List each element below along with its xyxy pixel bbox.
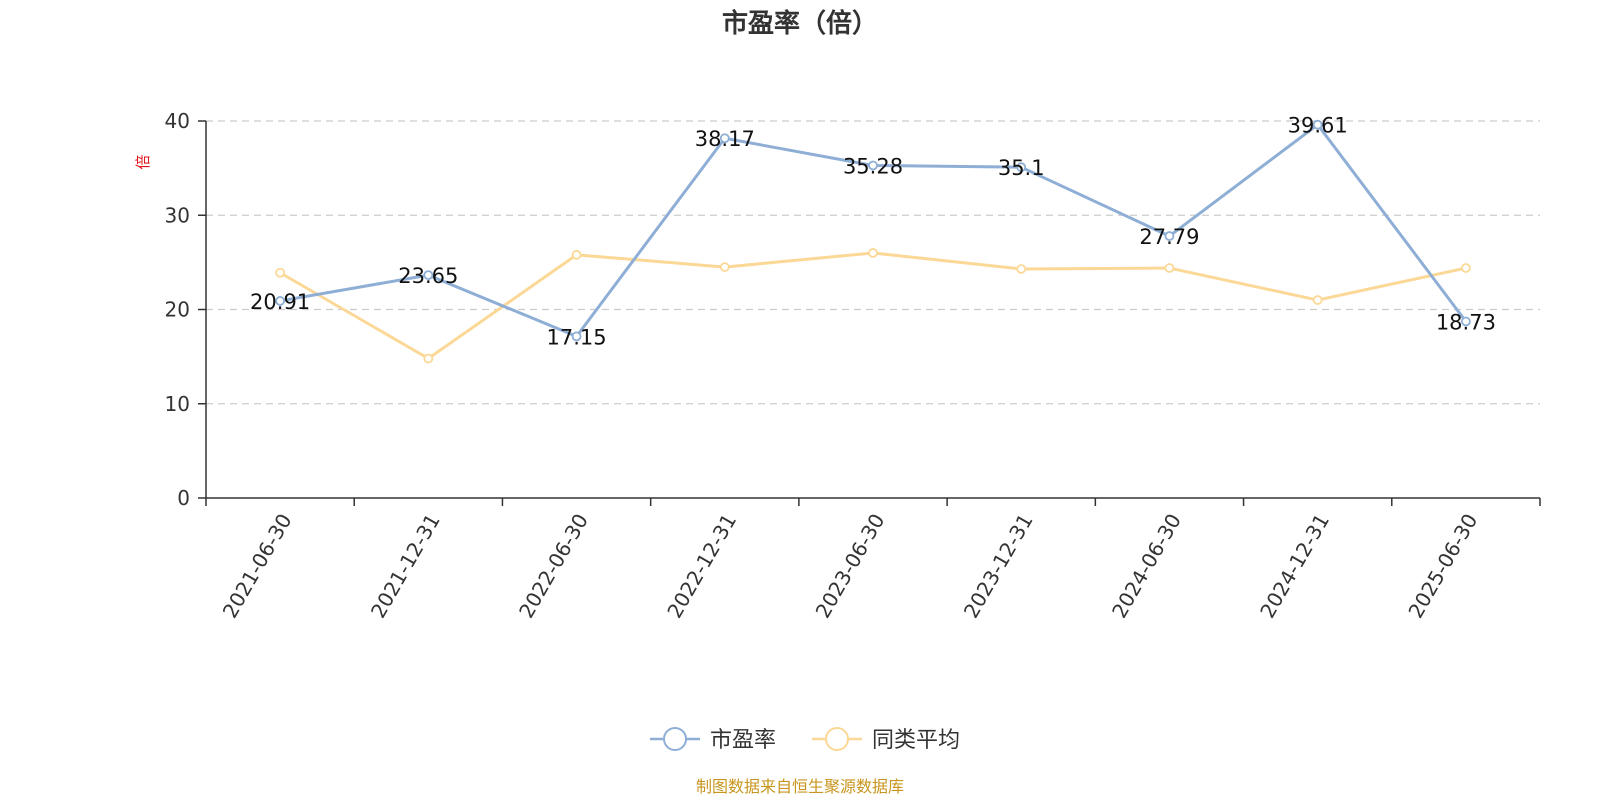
- series-lines: [275, 119, 1471, 364]
- data-point: [1460, 316, 1471, 327]
- legend-marker: [825, 727, 849, 751]
- y-tick-label: 40: [165, 109, 190, 133]
- data-point: [275, 267, 286, 278]
- x-tick-label: 2024-12-31: [1255, 510, 1334, 623]
- x-tick-label: 2024-06-30: [1107, 510, 1186, 623]
- data-point: [1312, 119, 1323, 130]
- data-point: [719, 262, 730, 272]
- data-point: [1460, 263, 1471, 273]
- data-label: 18.73: [1436, 310, 1496, 334]
- legend-label: 市盈率: [710, 728, 776, 753]
- x-tick-label: 2022-06-30: [514, 510, 593, 623]
- data-label: 35.1: [998, 156, 1045, 180]
- data-point: [1164, 231, 1175, 241]
- data-label: 23.65: [398, 264, 458, 288]
- legend-marker: [663, 727, 687, 751]
- data-point: [423, 270, 434, 280]
- x-tick-label: 2025-06-30: [1403, 510, 1482, 623]
- data-label: 39.61: [1288, 114, 1348, 138]
- data-point: [1016, 264, 1027, 274]
- data-point: [1164, 263, 1175, 273]
- data-label: 35.28: [843, 154, 903, 178]
- legend[interactable]: 市盈率 同类平均: [650, 727, 960, 753]
- data-point: [719, 133, 730, 144]
- data-point: [423, 353, 434, 364]
- data-point: [868, 160, 878, 171]
- data-point: [868, 248, 878, 258]
- y-tick-label: 10: [165, 392, 190, 416]
- data-label: 27.79: [1139, 225, 1199, 249]
- legend-label: 同类平均: [872, 728, 960, 753]
- data-point: [571, 249, 582, 260]
- legend-item-1[interactable]: 同类平均: [812, 727, 960, 753]
- data-label: 20.91: [250, 290, 310, 314]
- y-tick-label: 20: [165, 298, 190, 322]
- data-labels: 20.91 23.65 17.15 38.17 35.28 35.1 27.79 39.61 1…: [250, 114, 1496, 350]
- legend-item-0[interactable]: 市盈率: [650, 727, 776, 753]
- data-point: [1016, 162, 1027, 173]
- y-tick-label: 0: [177, 486, 190, 510]
- data-label: 38.17: [695, 127, 755, 151]
- data-point: [1312, 295, 1323, 305]
- y-axis-unit-label: 倍: [134, 154, 152, 169]
- data-label: 17.15: [546, 325, 606, 349]
- x-tick-label: 2023-06-30: [811, 510, 890, 623]
- axes: 0 10 20 30 40 2021-06-30 2021-12-31 2022-06-30 2…: [165, 109, 1541, 623]
- chart-title: 市盈率（倍）: [722, 8, 878, 39]
- x-tick-label: 2021-06-30: [218, 510, 297, 623]
- data-point: [571, 331, 582, 342]
- grid-lines: [206, 120, 1540, 405]
- x-tick-label: 2022-12-31: [662, 510, 741, 623]
- data-point: [275, 296, 286, 306]
- y-tick-label: 30: [165, 203, 190, 227]
- x-tick-label: 2023-12-31: [959, 509, 1038, 622]
- data-source-note: 制图数据来自恒生聚源数据库: [696, 777, 904, 796]
- x-tick-label: 2021-12-31: [366, 510, 445, 623]
